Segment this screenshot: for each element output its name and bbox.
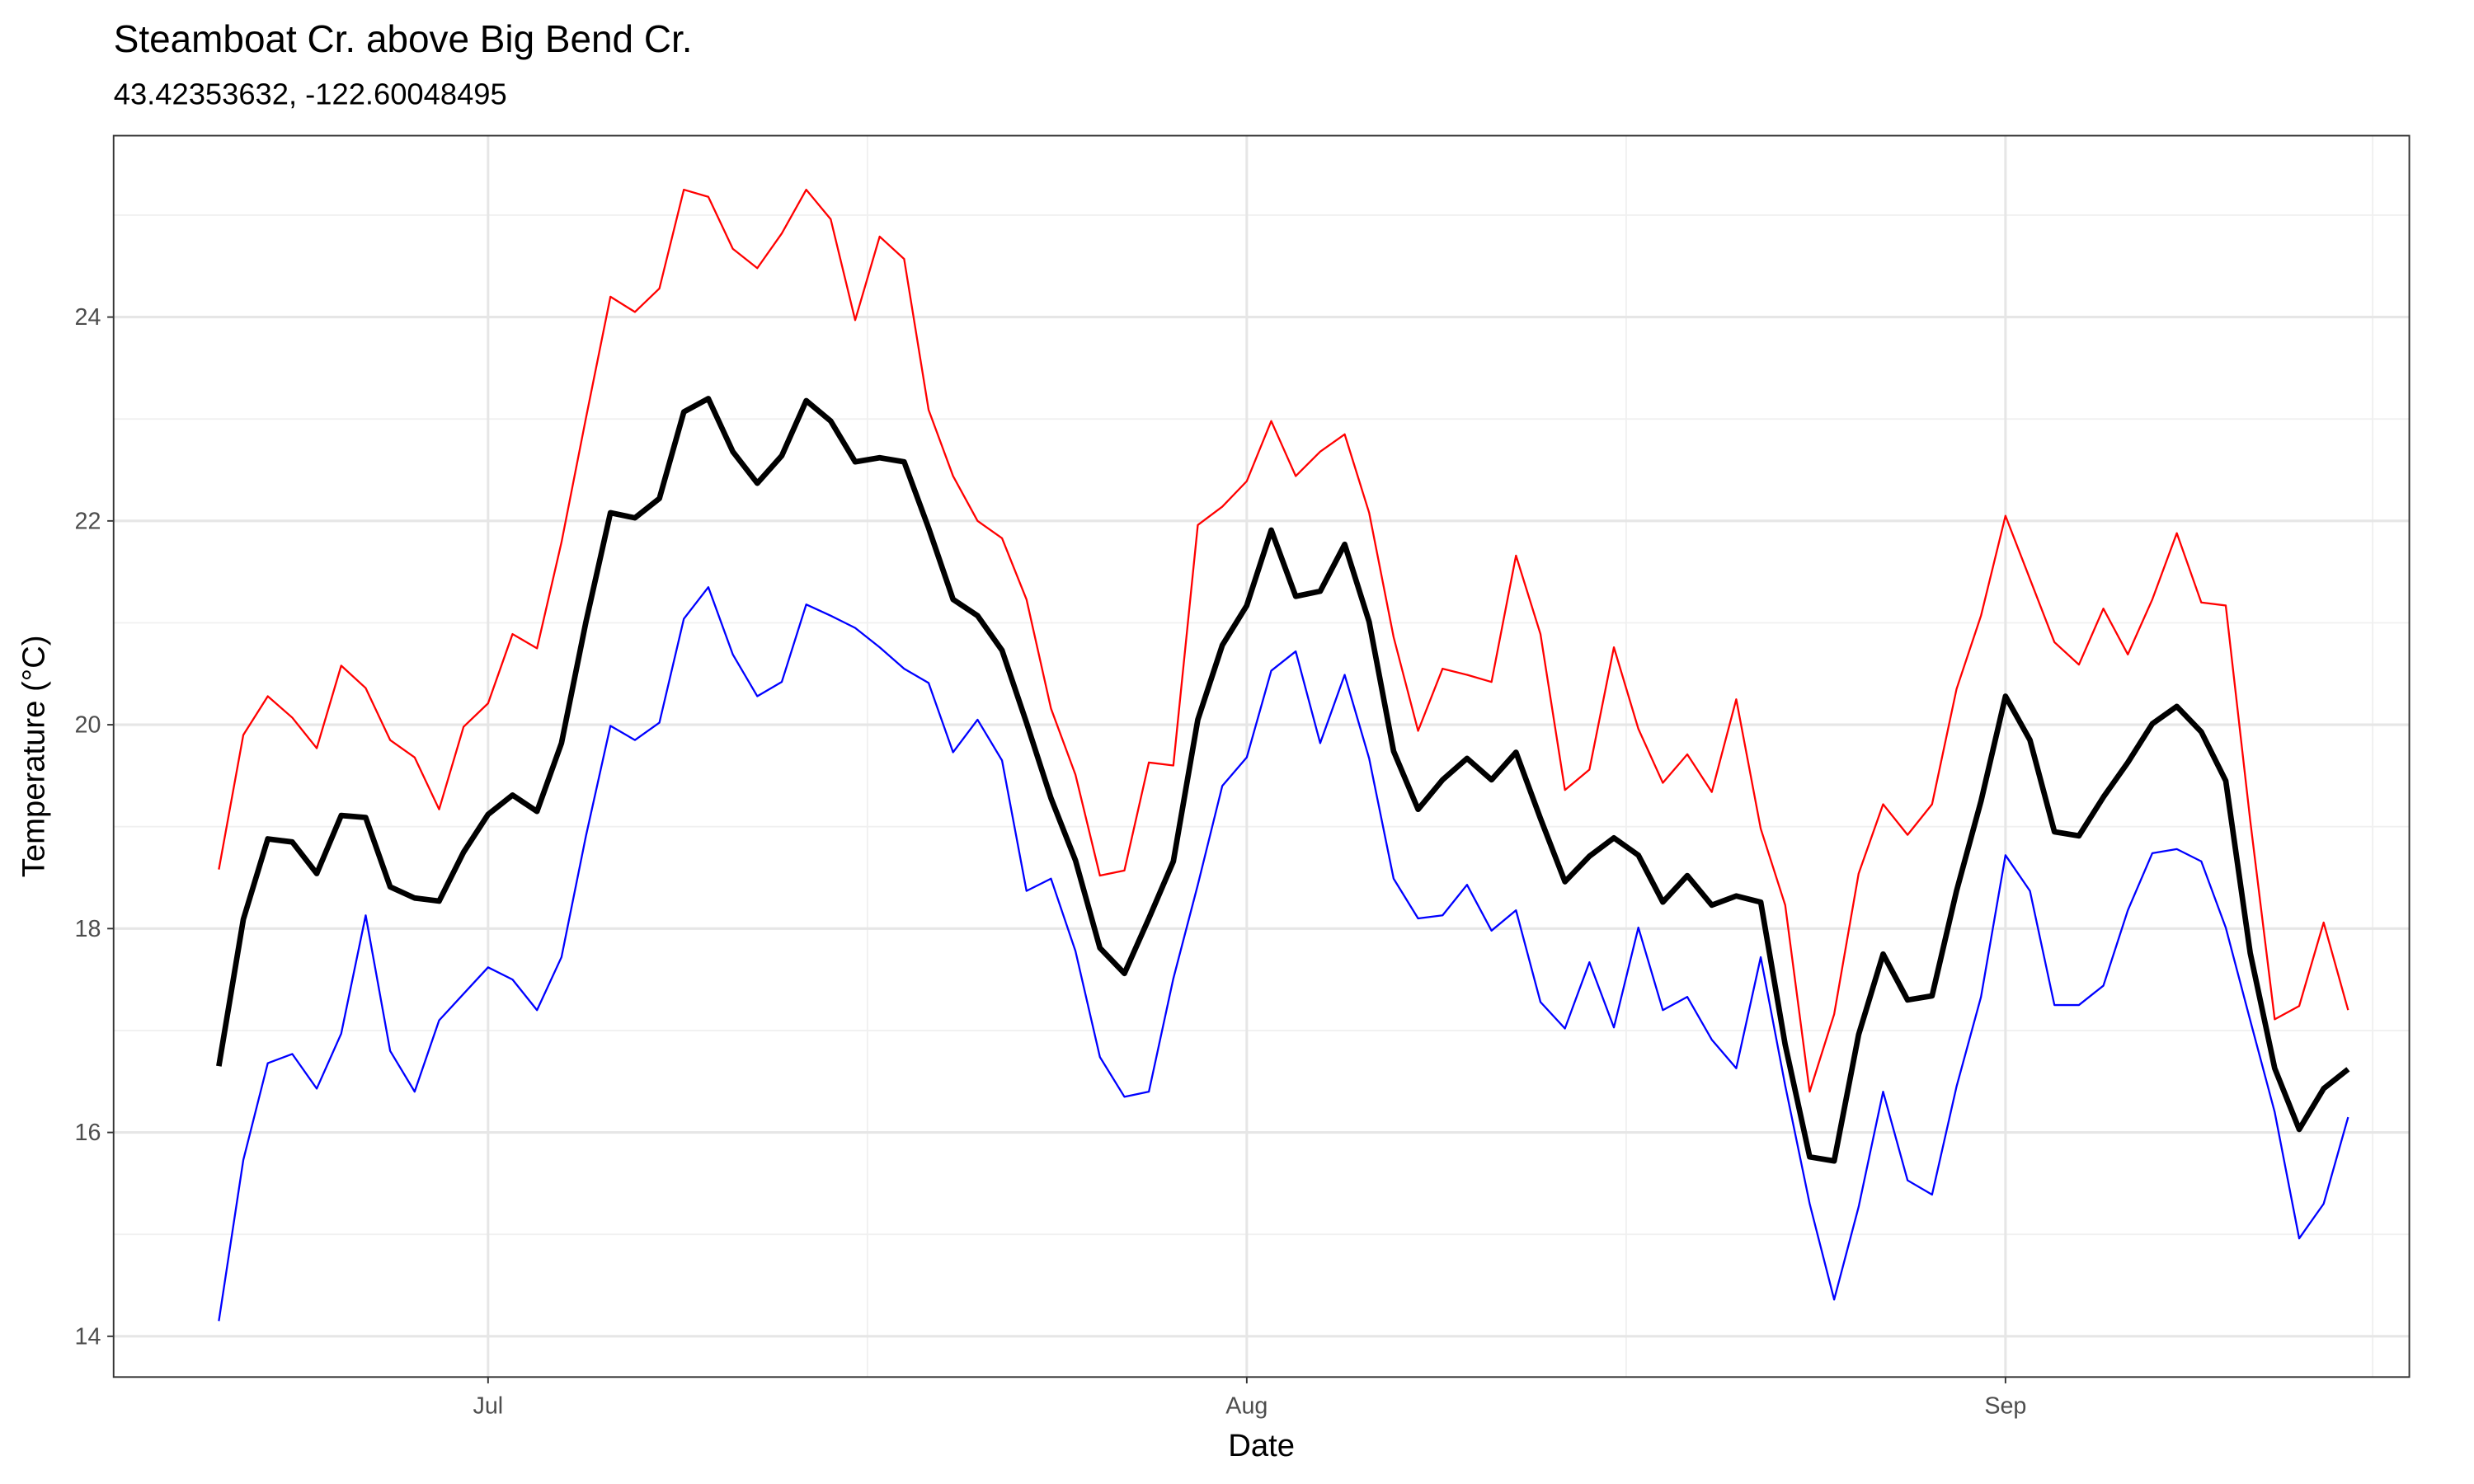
plot-border	[112, 134, 2411, 1378]
chart-subtitle: 43.42353632, -122.60048495	[114, 77, 507, 110]
y-axis-title: Temperature (°C)	[16, 636, 52, 878]
y-tick-label: 22	[75, 508, 101, 534]
series-line	[218, 188, 2349, 1093]
series-line	[218, 586, 2349, 1322]
x-tick-label: Jul	[473, 1392, 503, 1419]
y-tick-label: 20	[75, 712, 101, 739]
chart-title: Steamboat Cr. above Big Bend Cr.	[114, 17, 693, 60]
y-tick-label: 24	[75, 304, 101, 331]
x-axis-title: Date	[1228, 1428, 1295, 1463]
y-tick-label: 16	[75, 1120, 101, 1146]
axes: 14 16 18 20 22 24 Jul Aug Sep	[75, 304, 2027, 1419]
y-tick-label: 18	[75, 916, 101, 942]
y-tick-label: 14	[75, 1323, 101, 1350]
grid	[113, 135, 2410, 1378]
plot-lines	[216, 188, 2350, 1322]
series-line	[216, 396, 2350, 1164]
x-tick-label: Aug	[1225, 1392, 1268, 1419]
x-tick-label: Sep	[1984, 1392, 2026, 1419]
